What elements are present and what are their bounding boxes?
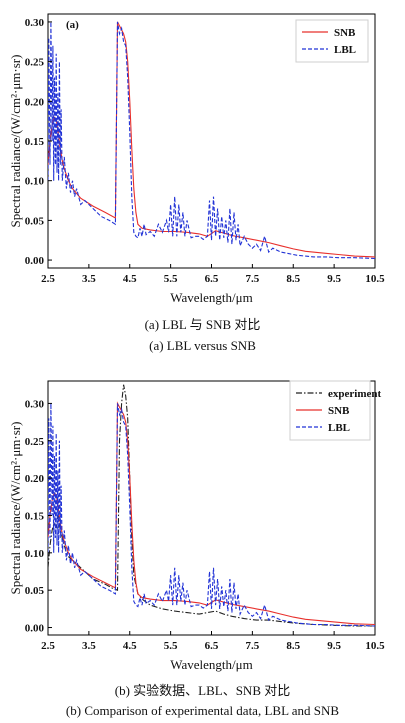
- series-line-snb: [48, 21, 375, 258]
- y-tick-label: 0.05: [25, 215, 45, 227]
- legend-label-snb: SNB: [328, 405, 350, 417]
- y-tick-label: 0.10: [25, 548, 45, 560]
- caption-b-en: (b) Comparison of experimental data, LBL…: [65, 703, 340, 718]
- chart-b-svg: 2.5 3.5 4.5 5.5 6.5 7.5 8.5 9.5 10.5 0.00 0.05 0.10…: [8, 380, 385, 672]
- legend: experiment SNB LBL: [289, 380, 381, 441]
- x-tick-label: 9.5: [327, 273, 341, 285]
- chart-panel-a: 2.5 3.5 4.5 5.5 6.5 7.5 8.5 9.5 10.5 0.00 0.05 0.10…: [8, 13, 385, 353]
- x-tick-label: 8.5: [286, 273, 300, 285]
- legend-label-experiment: experiment: [328, 388, 381, 400]
- y-tick-label: 0.20: [25, 473, 45, 485]
- caption-a-cn: (a) LBL 与 SNB 对比: [144, 317, 261, 332]
- caption-b-cn: (b) 实验数据、LBL、SNB 对比: [114, 683, 291, 698]
- y-axis-label: Spectral radiance/(W/cm²·μm·sr): [8, 422, 23, 595]
- y-tick-label: 0.00: [25, 623, 45, 635]
- x-tick-label: 2.5: [41, 640, 55, 652]
- y-tick-label: 0.25: [25, 436, 45, 448]
- x-tick-label: 8.5: [286, 640, 300, 652]
- series-line-lbl: [48, 403, 375, 627]
- x-tick-label: 4.5: [123, 273, 137, 285]
- legend-label-lbl: LBL: [328, 422, 350, 434]
- y-tick-label: 0.20: [25, 96, 45, 108]
- y-tick-label: 0.05: [25, 585, 45, 597]
- series-line-lbl: [48, 21, 375, 260]
- y-tick-label: 0.15: [25, 510, 45, 522]
- series-line-snb: [48, 401, 375, 626]
- x-tick-label: 9.5: [327, 640, 341, 652]
- y-tick-label: 0.15: [25, 136, 45, 148]
- x-axis-label: Wavelength/μm: [170, 657, 252, 672]
- x-tick-label: 6.5: [205, 273, 219, 285]
- x-tick-label: 6.5: [205, 640, 219, 652]
- x-axis-label: Wavelength/μm: [170, 290, 252, 305]
- y-tick-label: 0.30: [25, 398, 45, 410]
- y-tick-label: 0.25: [25, 57, 45, 69]
- y-tick-label: 0.30: [25, 17, 45, 29]
- x-tick-label: 10.5: [365, 273, 385, 285]
- y-tick-label: 0.00: [25, 255, 45, 267]
- legend-box: [295, 19, 369, 63]
- y-tick-label: 0.10: [25, 176, 45, 188]
- x-tick-label: 7.5: [246, 273, 260, 285]
- y-axis-label: Spectral radiance/(W/cm²·μm·sr): [8, 55, 23, 228]
- series-line-experiment: [48, 384, 375, 627]
- x-tick-label: 4.5: [123, 640, 137, 652]
- x-tick-label: 5.5: [164, 273, 178, 285]
- legend-label-snb: SNB: [334, 27, 356, 39]
- chart-panel-b: 2.5 3.5 4.5 5.5 6.5 7.5 8.5 9.5 10.5 0.00 0.05 0.10…: [0, 365, 405, 723]
- caption-a-en: (a) LBL versus SNB: [149, 338, 256, 353]
- legend-label-lbl: LBL: [334, 44, 356, 56]
- x-tick-label: 2.5: [41, 273, 55, 285]
- chart-a-svg: 2.5 3.5 4.5 5.5 6.5 7.5 8.5 9.5 10.5 0.00 0.05 0.10…: [8, 13, 385, 305]
- x-tick-label: 3.5: [82, 273, 96, 285]
- x-tick-label: 3.5: [82, 640, 96, 652]
- x-tick-label: 7.5: [246, 640, 260, 652]
- x-tick-label: 10.5: [365, 640, 385, 652]
- panel-tag: (a): [66, 19, 79, 31]
- x-tick-label: 5.5: [164, 640, 178, 652]
- legend: SNB LBL: [295, 19, 369, 63]
